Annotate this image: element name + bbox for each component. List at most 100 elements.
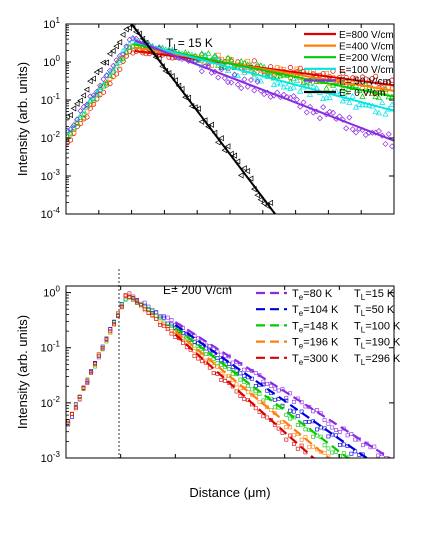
- bottom-y-tick-label: 10-3: [41, 450, 61, 465]
- data-point: [110, 65, 117, 72]
- data-point: [359, 93, 366, 99]
- bottom-y-tick-label: 10-2: [41, 395, 61, 410]
- data-point: [169, 331, 174, 336]
- data-point: [284, 412, 289, 417]
- data-point: [100, 59, 106, 66]
- data-point: [80, 111, 87, 117]
- top-legend: E=800 V/cmE=400 V/cmE=200 V/cmE=100 V/cm…: [304, 30, 394, 99]
- data-point: [326, 434, 331, 439]
- data-point: [290, 83, 297, 90]
- data-point: [123, 297, 128, 302]
- data-point: [311, 444, 315, 449]
- bottom-x-axis-label: Distance (μm): [189, 485, 270, 500]
- data-point: [375, 127, 382, 134]
- data-point: [349, 432, 354, 436]
- data-point: [234, 81, 241, 88]
- data-point: [211, 53, 219, 60]
- data-point: [161, 323, 166, 328]
- data-point: [104, 337, 109, 342]
- bottom-panel: 100 10-1 10-2 10-3 Intensity (arb. units) D…: [15, 269, 401, 500]
- data-point: [388, 101, 394, 107]
- data-point: [66, 140, 70, 146]
- data-point: [158, 323, 162, 327]
- data-point: [89, 370, 94, 375]
- data-point: [224, 67, 232, 73]
- data-point: [117, 66, 123, 72]
- fit-line: [174, 333, 316, 458]
- data-point: [373, 73, 379, 79]
- legend-tl-label: TL=100 K: [354, 320, 401, 334]
- data-point: [265, 415, 270, 420]
- data-point: [349, 126, 356, 133]
- data-point: [295, 423, 300, 427]
- data-point: [116, 39, 123, 46]
- data-point: [211, 371, 216, 375]
- data-point: [276, 420, 281, 425]
- data-point: [254, 78, 261, 85]
- data-point: [127, 295, 132, 299]
- data-point: [224, 143, 231, 150]
- data-point: [96, 353, 101, 358]
- data-point: [292, 399, 296, 404]
- data-point: [87, 78, 93, 85]
- data-point: [241, 165, 247, 172]
- data-point: [375, 109, 383, 116]
- data-point: [352, 129, 359, 136]
- data-point: [245, 58, 251, 64]
- data-point: [84, 114, 90, 120]
- data-point: [303, 427, 308, 432]
- data-point: [382, 140, 389, 147]
- data-point: [346, 114, 353, 121]
- data-point: [234, 368, 239, 373]
- data-point: [221, 75, 228, 82]
- data-point: [253, 371, 258, 375]
- data-point: [242, 374, 247, 378]
- data-point: [90, 75, 96, 82]
- data-point: [150, 313, 155, 318]
- data-point: [146, 310, 151, 315]
- legend-te-label: Te=80 K: [292, 288, 333, 302]
- data-point: [247, 175, 254, 182]
- data-point: [158, 315, 162, 320]
- data-point: [169, 324, 174, 329]
- data-point: [274, 79, 281, 86]
- data-point: [272, 386, 277, 391]
- data-point: [307, 445, 312, 450]
- data-point: [154, 313, 159, 318]
- data-point: [106, 50, 113, 57]
- data-point: [292, 433, 296, 438]
- data-point: [251, 87, 258, 94]
- data-point: [294, 66, 300, 72]
- data-point: [238, 394, 243, 398]
- data-point: [242, 367, 247, 372]
- data-point: [161, 321, 166, 326]
- data-point: [359, 101, 366, 108]
- legend-tl-label: TL=50 K: [354, 304, 395, 318]
- legend-label: E=100 V/cm: [339, 65, 394, 76]
- data-point: [215, 361, 220, 366]
- data-point: [73, 406, 78, 411]
- data-point: [215, 74, 222, 81]
- data-point: [195, 105, 201, 112]
- data-point: [211, 52, 219, 58]
- data-point: [372, 444, 377, 449]
- data-point: [320, 104, 327, 111]
- data-point: [297, 87, 304, 94]
- data-point: [244, 83, 251, 90]
- data-point: [219, 352, 224, 357]
- data-point: [295, 414, 300, 419]
- data-point: [310, 109, 317, 116]
- data-point: [337, 429, 342, 434]
- data-point: [349, 451, 354, 456]
- data-point: [242, 397, 247, 401]
- data-point: [227, 367, 231, 371]
- data-point: [218, 135, 224, 142]
- data-point: [303, 109, 310, 116]
- data-point: [108, 328, 113, 333]
- bottom-plot-frame: [65, 285, 395, 459]
- data-point: [339, 116, 346, 123]
- data-point: [284, 437, 289, 442]
- data-point: [234, 382, 239, 387]
- legend-label: E=800 V/cm: [339, 30, 394, 41]
